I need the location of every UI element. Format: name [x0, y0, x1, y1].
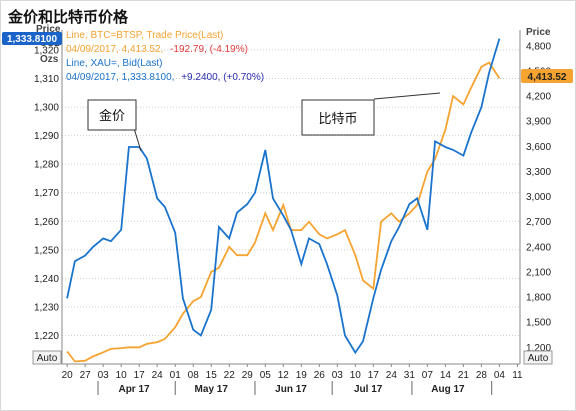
axes — [61, 30, 521, 365]
month-label: Aug 17 — [431, 384, 465, 395]
left-auto-scale-button[interactable]: Auto — [32, 350, 62, 365]
right-tick-label: 1,800 — [526, 293, 551, 304]
right-tick-label: 4,800 — [526, 41, 551, 52]
series-line-gold[interactable] — [66, 38, 501, 355]
right-auto-scale-button[interactable]: Auto — [523, 350, 553, 365]
right-tick-label: 2,100 — [526, 267, 551, 278]
gold-last-value-badge — [2, 32, 62, 45]
left-auto-box[interactable] — [32, 350, 62, 365]
bitcoin-last-value: 4,413.52 — [528, 72, 567, 83]
left-tick-label: 1,310 — [34, 74, 59, 85]
callout-bitcoin-pointer — [373, 92, 441, 100]
x-tick-label: 14 — [440, 370, 452, 381]
gold-last-value: 1,333.8100 — [7, 34, 57, 45]
x-tick-label: 03 — [98, 370, 110, 381]
x-tick-label: 12 — [278, 370, 290, 381]
right-tick-label: 4,200 — [526, 92, 551, 103]
left-axis-label-ozs: Ozs — [40, 54, 59, 65]
x-tick-label: 15 — [206, 370, 218, 381]
x-tick-label: 29 — [242, 370, 254, 381]
x-tick-label: 11 — [512, 370, 523, 381]
x-tick-label: 17 — [368, 370, 380, 381]
x-tick-label: 27 — [80, 370, 92, 381]
right-axis-label-price: Price — [526, 27, 551, 38]
month-label: Jun 17 — [275, 384, 307, 395]
bitcoin-last-value-badge — [521, 69, 573, 83]
right-auto-label: Auto — [528, 353, 549, 364]
left-tick-label: 1,270 — [34, 188, 59, 199]
right-tick-labels: 1,200 1,500 1,800 2,100 2,400 2,700 3,000 3,300… — [526, 41, 551, 353]
month-labels: Apr 17 May 17 Jun 17 Jul 17 Aug 17 — [97, 381, 493, 395]
callout-bitcoin: 比特币 — [301, 92, 441, 136]
legend-gold-series: Line, XAU=, Bid(Last) — [66, 58, 162, 69]
month-label: May 17 — [195, 384, 229, 395]
x-tick-label: 24 — [152, 370, 164, 381]
x-tick-label: 04 — [494, 370, 506, 381]
left-tick-label: 1,300 — [34, 103, 59, 114]
month-label: Jul 17 — [354, 384, 383, 395]
x-tick-label: 03 — [332, 370, 344, 381]
legend-bitcoin-values: 04/09/2017, 4,413.52, -192.79, (-4.19%) — [66, 44, 248, 55]
chart-title: 金价和比特币价格 — [8, 8, 129, 26]
right-tick-label: 3,900 — [526, 117, 551, 128]
legend-gold-last: 04/09/2017, 1,333.8100, — [66, 72, 174, 83]
left-auto-label: Auto — [37, 353, 58, 364]
x-tick-label: 19 — [296, 370, 308, 381]
x-tick-label: 08 — [188, 370, 200, 381]
x-tick-labels: 20 27 03 10 17 24 01 08 15 22 29 05 12 19 26 03 10 17 24 31… — [62, 364, 523, 381]
x-tick-label: 05 — [260, 370, 272, 381]
x-tick-label: 21 — [458, 370, 470, 381]
callout-bitcoin-box — [301, 99, 375, 136]
gridlines — [62, 49, 520, 336]
legend-bitcoin-series: Line, BTC=BTSP, Trade Price(Last) — [66, 30, 223, 41]
left-tick-label: 1,320 — [34, 45, 59, 56]
x-tick-label: 26 — [314, 370, 326, 381]
x-tick-label: 20 — [62, 370, 74, 381]
x-tick-label: 24 — [386, 370, 398, 381]
left-tick-label: 1,260 — [34, 217, 59, 228]
callout-gold-text: 金价 — [99, 108, 125, 124]
right-tick-label: 1,200 — [526, 343, 551, 354]
legend-gold-values: 04/09/2017, 1,333.8100, +9.2400, (+0.70%… — [66, 72, 264, 83]
x-tick-label: 01 — [170, 370, 182, 381]
series-line-bitcoin[interactable] — [66, 61, 501, 363]
right-tick-label: 1,500 — [526, 318, 551, 329]
legend-bitcoin-last: 04/09/2017, 4,413.52, — [66, 44, 163, 55]
legend: Line, BTC=BTSP, Trade Price(Last) 04/09/… — [66, 30, 264, 83]
right-tick-label: 2,400 — [526, 242, 551, 253]
left-tick-label: 1,280 — [34, 160, 59, 171]
x-tick-label: 10 — [116, 370, 128, 381]
left-tick-label: 1,290 — [34, 131, 59, 142]
left-tick-label: 1,230 — [34, 302, 59, 313]
legend-bitcoin-change: -192.79, (-4.19%) — [170, 44, 248, 55]
x-tick-label: 28 — [476, 370, 488, 381]
left-tick-label: 1,250 — [34, 245, 59, 256]
left-tick-label: 1,220 — [34, 331, 59, 342]
left-axis-label-price: Price — [36, 24, 61, 35]
left-tick-labels: 1,220 1,230 1,240 1,250 1,260 1,270 1,280 1,290… — [34, 45, 59, 341]
right-tick-label: 3,600 — [526, 142, 551, 153]
right-auto-box[interactable] — [523, 350, 553, 365]
right-tick-label: 3,000 — [526, 192, 551, 203]
month-label: Apr 17 — [118, 384, 150, 395]
x-tick-label: 22 — [224, 370, 236, 381]
callout-bitcoin-text: 比特币 — [318, 112, 357, 127]
callout-gold: 金价 — [87, 99, 142, 152]
left-tick-label: 1,240 — [34, 274, 59, 285]
legend-gold-change: +9.2400, (+0.70%) — [181, 72, 264, 83]
callout-gold-box — [87, 99, 137, 131]
x-tick-label: 31 — [404, 370, 416, 381]
x-tick-label: 10 — [350, 370, 362, 381]
right-tick-label: 2,700 — [526, 217, 551, 228]
right-tick-label: 3,300 — [526, 167, 551, 178]
x-tick-label: 17 — [134, 370, 146, 381]
x-tick-label: 07 — [422, 370, 434, 381]
